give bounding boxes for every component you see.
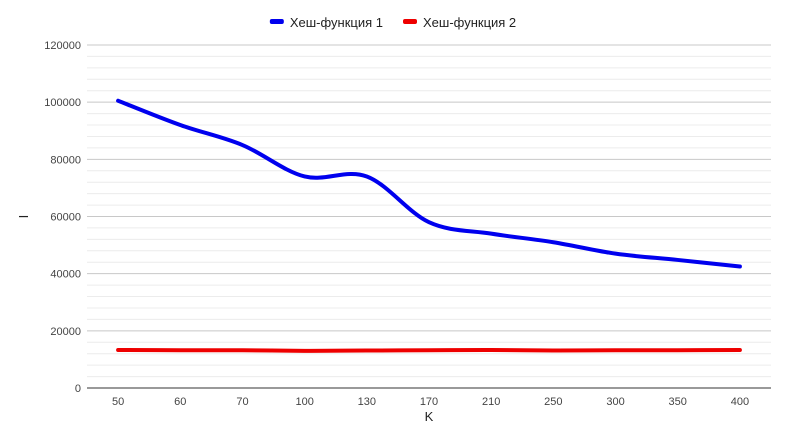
grid-lines	[87, 44, 771, 378]
x-tick-label: 400	[731, 396, 749, 408]
x-tick-label: 170	[420, 396, 438, 408]
y-axis-title: I	[16, 215, 31, 219]
x-axis-ticks: 50 60 70 100 130 170 210 250 300 350 400	[112, 396, 749, 408]
x-tick-label: 70	[236, 396, 248, 408]
x-tick-label: 130	[358, 396, 376, 408]
y-axis-ticks: 0 20000 40000 60000 80000 100000 120000	[44, 40, 81, 395]
series-lines	[116, 98, 742, 353]
y-tick-label: 120000	[44, 40, 81, 52]
legend-swatch	[403, 19, 417, 24]
x-axis-title: K	[425, 409, 434, 424]
legend-label: Хеш-функция 1	[290, 15, 383, 30]
legend-item: Хеш-функция 2	[403, 15, 516, 30]
y-tick-label: 40000	[50, 269, 81, 281]
y-tick-label: 0	[75, 383, 81, 395]
x-tick-label: 250	[544, 396, 562, 408]
series-line-2	[116, 347, 742, 353]
y-tick-label: 100000	[44, 97, 81, 109]
y-tick-label: 80000	[50, 154, 81, 166]
legend-label: Хеш-функция 2	[423, 15, 516, 30]
series-line-1	[116, 98, 742, 269]
legend-item: Хеш-функция 1	[269, 15, 383, 30]
x-tick-label: 60	[174, 396, 186, 408]
x-tick-label: 300	[606, 396, 624, 408]
legend: Хеш-функция 1 Хеш-функция 2	[269, 15, 516, 30]
x-tick-label: 210	[482, 396, 500, 408]
x-tick-label: 350	[669, 396, 687, 408]
x-tick-label: 50	[112, 396, 124, 408]
y-tick-label: 60000	[50, 212, 81, 224]
legend-swatch	[269, 19, 284, 24]
y-tick-label: 20000	[50, 326, 81, 338]
x-tick-label: 100	[295, 396, 313, 408]
